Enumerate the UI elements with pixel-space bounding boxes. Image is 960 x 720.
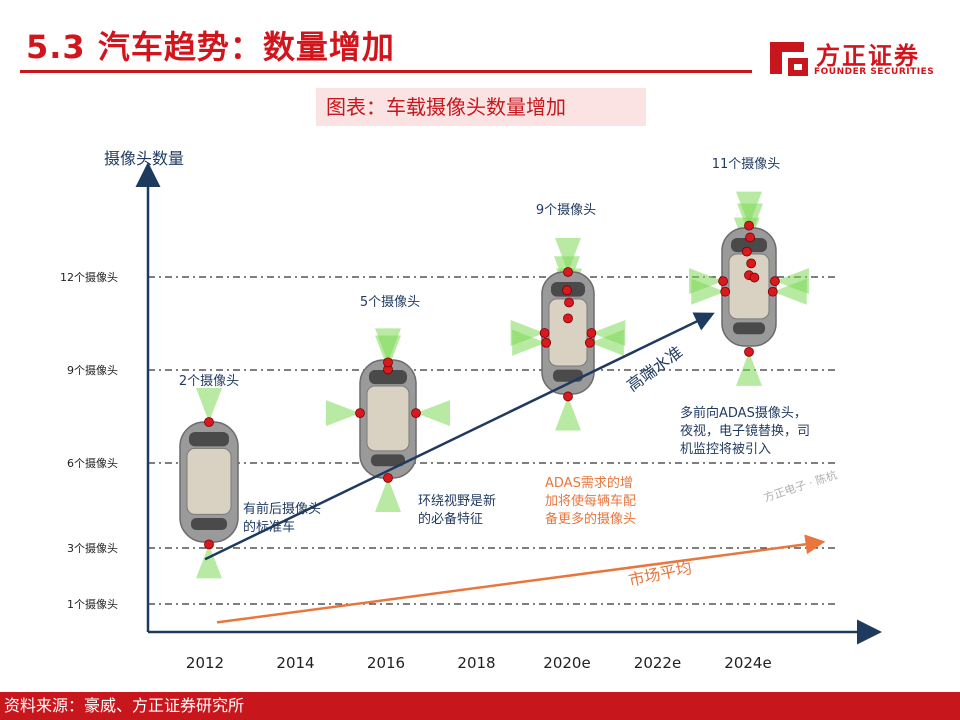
y-axis-label: 摄像头数量 (104, 149, 184, 168)
camera-dot (744, 346, 754, 357)
x-tick-label: 2020e (543, 654, 590, 672)
camera-view-cone (691, 278, 726, 305)
annotation-text: 环绕视野是新的必备特征 (418, 493, 496, 527)
camera-dot (718, 276, 728, 287)
camera-view-cone (326, 400, 360, 427)
annotation-text: 多前向ADAS摄像头， 夜视，电子镜替换，司机监控将被引入 (680, 405, 810, 457)
figure-caption: 图表：车载摄像头数量增加 (316, 88, 646, 126)
annotation-line: 加将使每辆车配 (545, 493, 636, 509)
camera-view-cone (736, 351, 762, 386)
source-footer: 资料来源：豪威、方正证券研究所 (0, 692, 960, 720)
camera-dot (204, 539, 214, 550)
annotation-line: 环绕视野是新 (418, 493, 496, 509)
vehicle-2024e (689, 191, 809, 386)
annotation-text: ADAS需求的增加将使每辆车配备更多的摄像头 (545, 475, 636, 527)
x-tick-label: 2022e (634, 654, 681, 672)
x-tick-label: 2012 (186, 654, 224, 672)
series-high-end-arrow (204, 312, 715, 561)
camera-dot (746, 258, 757, 269)
vehicle-2020e (510, 238, 626, 431)
vehicle-2012 (179, 388, 239, 579)
camera-view-cone (196, 388, 222, 422)
camera-dot (563, 313, 573, 324)
y-tick-label: 3个摄像头 (67, 541, 118, 555)
annotation-line: 的必备特征 (418, 511, 483, 527)
x-tick-label: 2018 (457, 654, 495, 672)
annotation-line: ADAS需求的增 (545, 475, 633, 491)
x-tick-label: 2024e (724, 654, 771, 672)
camera-dot (749, 272, 760, 283)
annotation-line: 机监控将被引入 (680, 442, 771, 457)
camera-dot (767, 286, 778, 297)
camera-dot (741, 246, 752, 257)
car-windshield (731, 238, 767, 253)
camera-dot (564, 297, 574, 308)
camera-dot (563, 391, 573, 402)
page-title: 5.3 汽车趋势：数量增加 (26, 28, 395, 66)
camera-dot (541, 337, 552, 348)
camera-dot (745, 232, 755, 243)
annotation-line: 备更多的摄像头 (545, 511, 636, 527)
y-tick-label: 9个摄像头 (67, 363, 118, 377)
car-rear-window (191, 518, 227, 530)
camera-dot (204, 417, 214, 427)
camera-dot (539, 328, 550, 338)
car-windshield (189, 432, 229, 447)
camera-dot (744, 220, 754, 231)
camera-dot (355, 408, 365, 419)
camera-dot (562, 285, 572, 296)
annotation-line: 有前后摄像头 (243, 501, 321, 517)
vehicle-2016 (326, 328, 450, 512)
annotation-text: 有前后摄像头的标准车 (243, 501, 321, 535)
car-rear-window (371, 454, 405, 467)
logo-chinese-text: 方正证券 (816, 42, 920, 70)
camera-view-cone (512, 329, 547, 356)
camera-view-cone (416, 400, 450, 427)
camera-dot (563, 267, 573, 277)
camera-dot (586, 328, 597, 338)
logo-english-text: FOUNDER SECURITIES (814, 67, 935, 77)
camera-view-cone (589, 329, 624, 356)
camera-view-cone (555, 238, 581, 272)
car-windshield (369, 370, 407, 385)
camera-dot (411, 408, 421, 419)
vehicle-count-label: 2个摄像头 (179, 374, 239, 389)
source-text: 资料来源：豪威、方正证券研究所 (4, 696, 245, 715)
vehicle-count-label: 5个摄像头 (360, 295, 420, 310)
vehicle-count-label: 11个摄像头 (712, 157, 781, 172)
camera-view-cone (375, 478, 401, 512)
camera-view-cone (555, 396, 581, 431)
camera-dot (584, 337, 595, 348)
company-logo: 方正证券 FOUNDER SECURITIES (768, 34, 938, 84)
annotation-line: 夜视，电子镜替换，司 (680, 424, 810, 439)
x-tick-label: 2014 (276, 654, 314, 672)
car-interior (548, 298, 588, 367)
camera-view-cone (196, 544, 222, 579)
title-divider (20, 70, 752, 73)
y-tick-label: 1个摄像头 (67, 597, 118, 611)
annotation-line: 多前向ADAS摄像头， (680, 405, 807, 421)
founder-logo-icon (770, 42, 808, 76)
car-interior (186, 447, 232, 515)
series-label-high-end: 高端水准 (623, 342, 686, 395)
annotation-line: 的标准车 (243, 519, 295, 535)
y-tick-label: 12个摄像头 (60, 270, 118, 284)
y-tick-label: 6个摄像头 (67, 456, 118, 470)
vehicle-count-label: 9个摄像头 (536, 203, 596, 218)
car-rear-window (733, 322, 765, 335)
camera-view-cone (375, 328, 401, 363)
camera-dot (383, 357, 393, 368)
x-tick-label: 2016 (367, 654, 405, 672)
series-market-avg-arrow (216, 534, 826, 624)
camera-view-cone (772, 278, 807, 305)
car-interior (366, 385, 410, 452)
camera-dot (383, 473, 393, 483)
camera-dot (720, 286, 731, 297)
camera-dot (770, 276, 780, 287)
